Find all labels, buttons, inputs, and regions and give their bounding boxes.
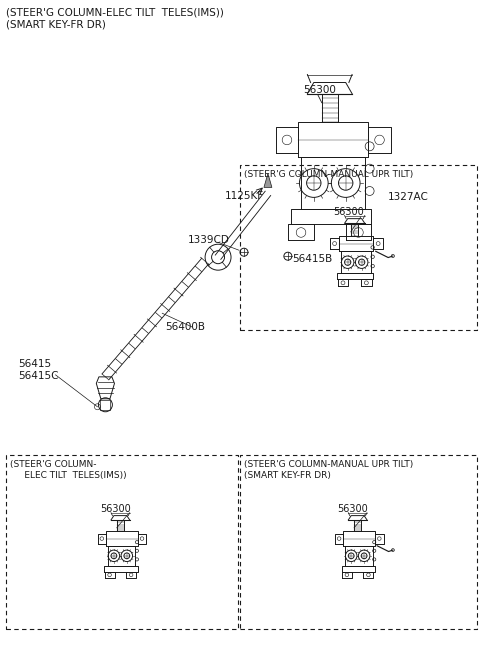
Text: (SMART KEY-FR DR): (SMART KEY-FR DR) <box>244 470 331 479</box>
Text: ELEC TILT  TELES(IMS)): ELEC TILT TELES(IMS)) <box>10 470 126 479</box>
Text: 1327AC: 1327AC <box>387 193 429 202</box>
Text: (STEER'G COLUMN-: (STEER'G COLUMN- <box>10 460 96 468</box>
Text: 56415: 56415 <box>19 359 52 369</box>
Text: (STEER'G COLUMN-MANUAL UPR TILT): (STEER'G COLUMN-MANUAL UPR TILT) <box>244 460 413 468</box>
Text: (SMART KEY-FR DR): (SMART KEY-FR DR) <box>6 20 106 30</box>
Text: 56415B: 56415B <box>292 254 332 264</box>
Text: 1339CD: 1339CD <box>188 235 230 245</box>
Text: 56400B: 56400B <box>165 322 205 332</box>
Text: 56300: 56300 <box>337 504 368 514</box>
Text: 56415C: 56415C <box>19 371 59 381</box>
Text: 56300: 56300 <box>333 207 364 217</box>
Text: 56300: 56300 <box>100 504 131 514</box>
Polygon shape <box>264 174 272 187</box>
Text: (STEER'G COLUMN-MANUAL UPR TILT): (STEER'G COLUMN-MANUAL UPR TILT) <box>244 170 413 179</box>
Text: 56300: 56300 <box>303 84 336 95</box>
Text: (STEER'G COLUMN-ELEC TILT  TELES(IMS)): (STEER'G COLUMN-ELEC TILT TELES(IMS)) <box>6 8 224 18</box>
Text: 1125KF: 1125KF <box>225 191 264 201</box>
